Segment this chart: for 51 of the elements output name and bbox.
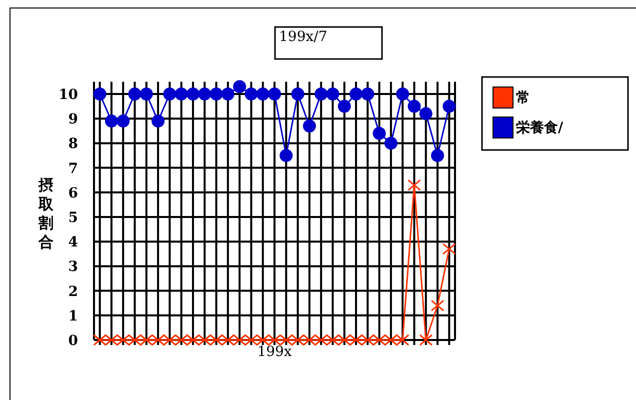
y-tick-label: 9 xyxy=(68,112,78,128)
point xyxy=(128,88,142,100)
point xyxy=(291,88,304,100)
point xyxy=(104,114,118,128)
point xyxy=(338,100,351,113)
point xyxy=(280,149,293,162)
point xyxy=(314,88,328,100)
point xyxy=(210,88,223,100)
y-tick-label: 1 xyxy=(68,308,78,324)
point xyxy=(350,88,363,100)
x-axis-title: 199x xyxy=(257,344,292,360)
legend-label: 栄養食/ xyxy=(516,119,564,136)
y-tick-label: 8 xyxy=(68,136,78,152)
point xyxy=(430,300,444,312)
point xyxy=(163,88,176,100)
point xyxy=(442,243,456,255)
y-tick-label: 4 xyxy=(68,234,78,251)
y-tick-label: 10 xyxy=(58,87,78,103)
point xyxy=(174,88,188,100)
point xyxy=(233,80,246,94)
point xyxy=(326,88,340,100)
point xyxy=(419,334,433,346)
point xyxy=(256,88,270,100)
point xyxy=(384,136,398,150)
y-tick-label: 0 xyxy=(68,333,78,349)
point xyxy=(221,88,234,100)
chart-title: 199x/7 xyxy=(279,29,328,45)
y-tick-label: 5 xyxy=(68,210,78,226)
y-axis-title: 摂取割合 xyxy=(38,176,54,251)
y-tick-label: 3 xyxy=(68,259,78,276)
point xyxy=(408,100,421,113)
point xyxy=(361,88,374,100)
point xyxy=(152,114,165,128)
point xyxy=(302,119,316,132)
y-tick-label: 7 xyxy=(68,160,78,177)
point xyxy=(407,179,421,191)
point xyxy=(198,88,212,100)
point xyxy=(442,100,456,113)
point xyxy=(186,88,200,100)
y-tick-label: 6 xyxy=(68,185,78,202)
point xyxy=(93,88,106,100)
point xyxy=(244,88,258,100)
legend-label: 常 xyxy=(516,90,530,106)
point xyxy=(431,149,444,162)
point xyxy=(419,107,432,120)
point xyxy=(372,126,386,140)
point xyxy=(396,88,410,100)
point xyxy=(268,88,281,100)
point xyxy=(140,88,153,100)
y-tick-label: 2 xyxy=(68,284,78,300)
point xyxy=(116,114,130,128)
